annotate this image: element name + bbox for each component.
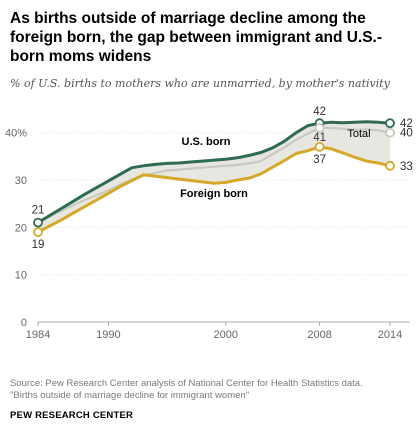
data-point-marker — [314, 123, 325, 133]
data-label: 42 — [400, 118, 413, 130]
data-label: 37 — [313, 154, 326, 166]
total-line — [36, 126, 392, 224]
source-note: Source: Pew Research Center analysis of … — [10, 378, 415, 402]
x-tick-label: 1984 — [26, 329, 50, 341]
y-axis-ticks: 0 10 20 30 40% — [5, 128, 27, 329]
us-born-series-label: U.S. born — [182, 136, 231, 148]
data-label: 33 — [400, 161, 413, 173]
x-axis-ticks: 1984 1990 2000 2008 2014 — [26, 322, 402, 341]
y-tick-label: 30 — [15, 175, 27, 187]
line-chart: 0 10 20 30 40% 1984 1990 2000 2008 2014 21 19 42 41… — [5, 106, 413, 341]
source-line-2: "Births outside of marriage decline for … — [10, 390, 250, 401]
source-line-1: Source: Pew Research Center analysis of … — [10, 378, 363, 389]
y-tick-label: 20 — [15, 222, 27, 234]
data-point-marker — [33, 217, 43, 228]
data-point-marker — [385, 160, 395, 171]
end-markers — [33, 118, 395, 237]
us-born-line — [36, 120, 392, 225]
chart-subtitle: % of U.S. births to mothers who are unma… — [10, 77, 390, 90]
foreign-born-line — [36, 145, 392, 234]
series-lines — [36, 120, 392, 234]
data-label: 42 — [313, 106, 326, 118]
x-tick-label: 1990 — [96, 329, 120, 341]
foreign-born-series-label: Foreign born — [180, 188, 248, 200]
data-point-marker — [385, 127, 395, 138]
brand-logo-text: PEW RESEARCH CENTER — [10, 410, 134, 421]
x-tick-label: 2014 — [378, 329, 402, 341]
data-point-marker — [33, 227, 43, 237]
x-tick-label: 2000 — [213, 329, 237, 341]
y-tick-label: 40% — [5, 128, 27, 140]
y-tick-label: 10 — [15, 270, 27, 282]
data-label: 21 — [32, 205, 45, 217]
data-label: 41 — [313, 132, 326, 144]
x-tick-label: 2008 — [307, 329, 331, 341]
data-point-marker — [385, 118, 395, 129]
data-label: 40 — [400, 128, 413, 140]
data-point-marker — [314, 141, 325, 152]
y-tick-label: 0 — [21, 317, 27, 329]
total-series-label: Total — [347, 128, 370, 140]
data-label: 19 — [32, 239, 45, 251]
chart-title: As births outside of marriage decline am… — [10, 10, 383, 65]
gap-area — [38, 121, 390, 233]
